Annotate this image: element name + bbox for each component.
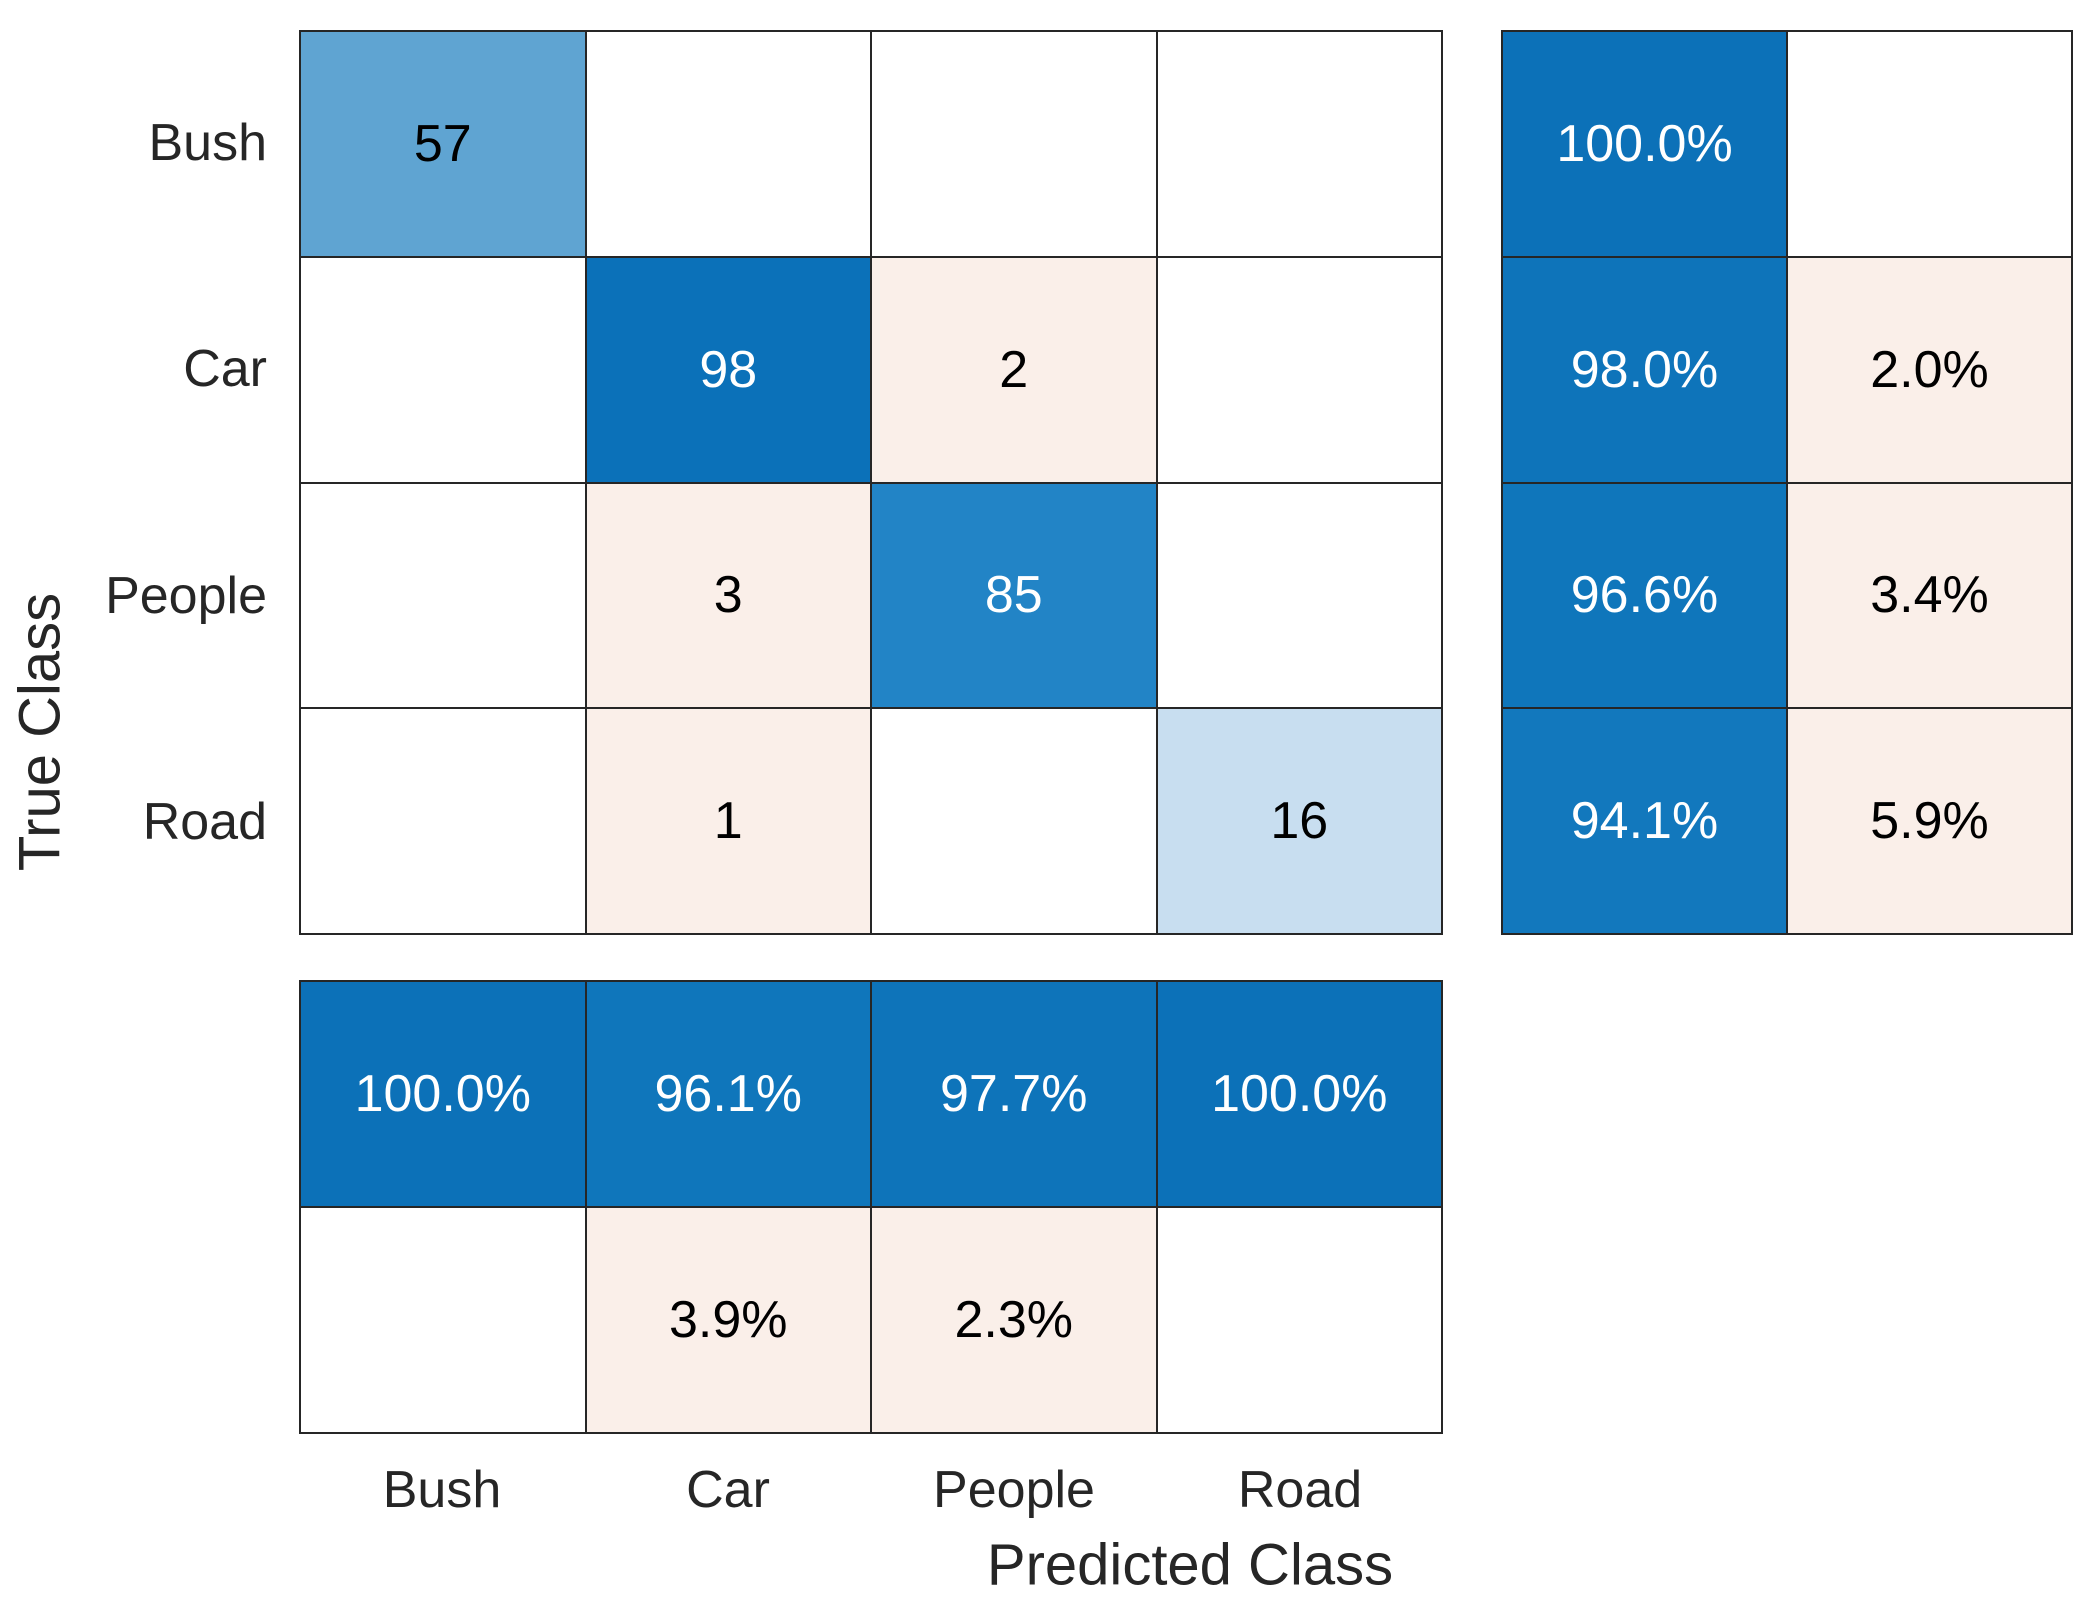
cell-true-road-pred-bush <box>301 709 585 933</box>
row-summary-car-tpr: 98.0% <box>1503 257 1786 482</box>
y-tick-road: Road <box>142 793 267 851</box>
cell-true-people-pred-road <box>1157 483 1441 708</box>
row-summary-people-tpr: 96.6% <box>1503 483 1786 708</box>
row-summary-car-fnr: 2.0% <box>1788 257 2071 482</box>
cell-true-people-pred-car: 3 <box>586 483 870 708</box>
cell-true-road-pred-road: 16 <box>1157 709 1441 933</box>
cell-true-bush-pred-car <box>586 32 870 256</box>
cell-true-car-pred-car: 98 <box>586 257 870 482</box>
y-tick-bush: Bush <box>148 114 267 172</box>
cell-true-road-pred-car: 1 <box>586 709 870 933</box>
row-summary-grid: 100.0% 98.0% 2.0% 96.6% 3.4% 94.1% 5.9% <box>1501 30 2073 935</box>
x-tick-bush: Bush <box>382 1461 502 1519</box>
col-summary-car-ppv: 96.1% <box>586 982 870 1206</box>
y-tick-car: Car <box>183 340 267 398</box>
x-axis-label: Predicted Class <box>986 1532 1394 1598</box>
column-summary-grid: 100.0% 96.1% 97.7% 100.0% 3.9% 2.3% <box>299 980 1443 1434</box>
cell-true-people-pred-bush <box>301 483 585 708</box>
cell-true-bush-pred-road <box>1157 32 1441 256</box>
col-summary-road-ppv: 100.0% <box>1157 982 1441 1206</box>
col-summary-people-fdr: 2.3% <box>872 1208 1156 1432</box>
row-summary-people-fnr: 3.4% <box>1788 483 2071 708</box>
confusion-matrix-grid: 57 98 2 3 85 1 16 <box>299 30 1443 935</box>
cell-true-car-pred-road <box>1157 257 1441 482</box>
cell-true-car-pred-bush <box>301 257 585 482</box>
cell-true-road-pred-people <box>872 709 1156 933</box>
x-tick-car: Car <box>686 1461 770 1519</box>
row-summary-road-fnr: 5.9% <box>1788 709 2071 933</box>
cell-true-bush-pred-people <box>872 32 1156 256</box>
y-tick-people: People <box>105 567 267 625</box>
col-summary-road-fdr <box>1157 1208 1441 1432</box>
col-summary-bush-ppv: 100.0% <box>301 982 585 1206</box>
col-summary-car-fdr: 3.9% <box>586 1208 870 1432</box>
row-summary-bush-fnr <box>1788 32 2071 256</box>
cell-true-car-pred-people: 2 <box>872 257 1156 482</box>
row-summary-bush-tpr: 100.0% <box>1503 32 1786 256</box>
x-tick-people: People <box>933 1461 1095 1519</box>
cell-true-people-pred-people: 85 <box>872 483 1156 708</box>
x-tick-road: Road <box>1237 1461 1363 1519</box>
col-summary-bush-fdr <box>301 1208 585 1432</box>
cell-true-bush-pred-bush: 57 <box>301 32 585 256</box>
row-summary-road-tpr: 94.1% <box>1503 709 1786 933</box>
col-summary-people-ppv: 97.7% <box>872 982 1156 1206</box>
